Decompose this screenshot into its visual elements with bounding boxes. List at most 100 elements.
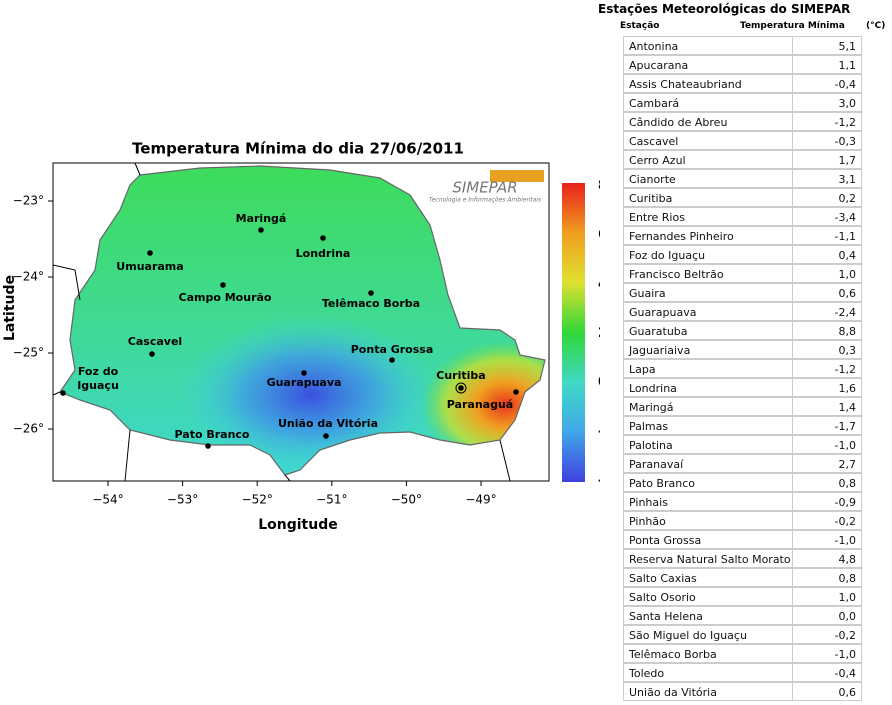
- station-cell: Cambará: [623, 93, 793, 112]
- temperature-cell: 1,0: [792, 587, 862, 606]
- station-cell: Guaira: [623, 283, 793, 302]
- city-dot: [458, 385, 464, 391]
- colorbar-tick-label: 6: [598, 228, 600, 243]
- column-header: (°C): [866, 21, 886, 31]
- station-cell: Palotina: [623, 435, 793, 454]
- city-label: Iguaçu: [77, 379, 119, 392]
- city-dot: [220, 282, 226, 288]
- temperature-cell: -0,4: [792, 663, 862, 682]
- y-tick-label: −25°: [13, 346, 44, 360]
- neighbor-borders: [52, 162, 511, 482]
- map: Temperatura Mínima do dia 27/06/2011 SIM…: [2, 140, 600, 534]
- temperature-cell: 1,1: [792, 55, 862, 74]
- temperature-cell: -0,2: [792, 625, 862, 644]
- city-label: Telêmaco Borba: [322, 297, 420, 310]
- colorbar-tick-label: -1: [598, 424, 600, 439]
- y-tick-label: −26°: [13, 422, 44, 436]
- temperature-cell: 1,6: [792, 378, 862, 397]
- city-label: Londrina: [296, 247, 351, 260]
- temperature-cell: 1,4: [792, 397, 862, 416]
- city-dot: [205, 443, 211, 449]
- colorbar-tick-label: -3: [598, 474, 600, 489]
- station-cell: Cascavel: [623, 131, 793, 150]
- city-label: Guarapuava: [267, 376, 342, 389]
- station-cell: Francisco Beltrão: [623, 264, 793, 283]
- temperature-cell: -1,0: [792, 644, 862, 663]
- station-cell: Apucarana: [623, 55, 793, 74]
- temperature-cell: 1,0: [792, 264, 862, 283]
- station-cell: Pinhais: [623, 492, 793, 511]
- temperature-cell: 0,4: [792, 245, 862, 264]
- station-cell: Santa Helena: [623, 606, 793, 625]
- y-tick-label: −23°: [13, 194, 44, 208]
- temperature-cell: 3,1: [792, 169, 862, 188]
- temperature-cell: -0,4: [792, 74, 862, 93]
- station-cell: Cerro Azul: [623, 150, 793, 169]
- temperature-cell: 0,6: [792, 283, 862, 302]
- temperature-cell: -1,0: [792, 435, 862, 454]
- station-cell: Salto Caxias: [623, 568, 793, 587]
- city-dot: [149, 351, 155, 357]
- city-dot: [301, 370, 307, 376]
- station-cell: Cianorte: [623, 169, 793, 188]
- x-tick-label: −52°: [242, 493, 273, 507]
- temperature-cell: -1,2: [792, 359, 862, 378]
- station-cell: Pinhão: [623, 511, 793, 530]
- temperature-cell: -1,1: [792, 226, 862, 245]
- city-label: Ponta Grossa: [351, 343, 434, 356]
- station-cell: Guarapuava: [623, 302, 793, 321]
- y-tick-label: −24°: [13, 270, 44, 284]
- temperature-cell: -0,2: [792, 511, 862, 530]
- x-tick-label: −54°: [92, 493, 123, 507]
- city-dot: [368, 290, 374, 296]
- temperature-cell: -2,4: [792, 302, 862, 321]
- city-label: Umuarama: [116, 260, 183, 273]
- colorbar-tick-label: 4: [598, 277, 600, 292]
- x-tick-label: −51°: [316, 493, 347, 507]
- state-border: [59, 165, 546, 476]
- city-dot: [323, 433, 329, 439]
- city-label: Curitiba: [436, 369, 485, 382]
- colorbar-tick-label: 8: [598, 179, 600, 194]
- x-axis-label: Longitude: [258, 517, 338, 533]
- temperature-cell: 4,8: [792, 549, 862, 568]
- temperature-cell: 8,8: [792, 321, 862, 340]
- temperature-cell: 5,1: [792, 36, 862, 55]
- logo: SIMEPAR Tecnologia e Informações Ambient…: [429, 170, 544, 204]
- station-cell: Curitiba: [623, 188, 793, 207]
- station-cell: Telêmaco Borba: [623, 644, 793, 663]
- station-cell: Ponta Grossa: [623, 530, 793, 549]
- logo-text: SIMEPAR: [452, 179, 517, 197]
- city-dot: [258, 227, 264, 233]
- temperature-cell: -0,3: [792, 131, 862, 150]
- station-cell: Foz do Iguaçu: [623, 245, 793, 264]
- temperature-cell: 0,0: [792, 606, 862, 625]
- station-cell: Fernandes Pinheiro: [623, 226, 793, 245]
- temperature-cell: 0,3: [792, 340, 862, 359]
- station-cell: Reserva Natural Salto Morato: [623, 549, 793, 568]
- station-cell: Maringá: [623, 397, 793, 416]
- station-cell: Londrina: [623, 378, 793, 397]
- city-dot: [60, 390, 66, 396]
- station-cell: Lapa: [623, 359, 793, 378]
- station-cell: Pato Branco: [623, 473, 793, 492]
- city-label: Paranaguá: [447, 398, 513, 411]
- x-tick-label: −53°: [167, 493, 198, 507]
- station-cell: Salto Osorio: [623, 587, 793, 606]
- temperature-cell: 0,8: [792, 473, 862, 492]
- colorbar-tick-label: 2: [598, 326, 600, 341]
- column-header: Estação: [620, 21, 660, 31]
- station-cell: Jaguariaiva: [623, 340, 793, 359]
- x-tick-label: −49°: [465, 493, 496, 507]
- temperature-cell: 3,0: [792, 93, 862, 112]
- city-label: Maringá: [236, 212, 287, 225]
- city-label: Campo Mourão: [179, 291, 272, 304]
- temperature-cell: -1,7: [792, 416, 862, 435]
- station-cell: Entre Rios: [623, 207, 793, 226]
- colorbar: [562, 183, 585, 482]
- logo-subtitle: Tecnologia e Informações Ambientais: [429, 197, 541, 204]
- city-dot: [147, 250, 153, 256]
- city-label: Pato Branco: [175, 428, 250, 441]
- station-cell: União da Vitória: [623, 682, 793, 701]
- station-cell: Cândido de Abreu: [623, 112, 793, 131]
